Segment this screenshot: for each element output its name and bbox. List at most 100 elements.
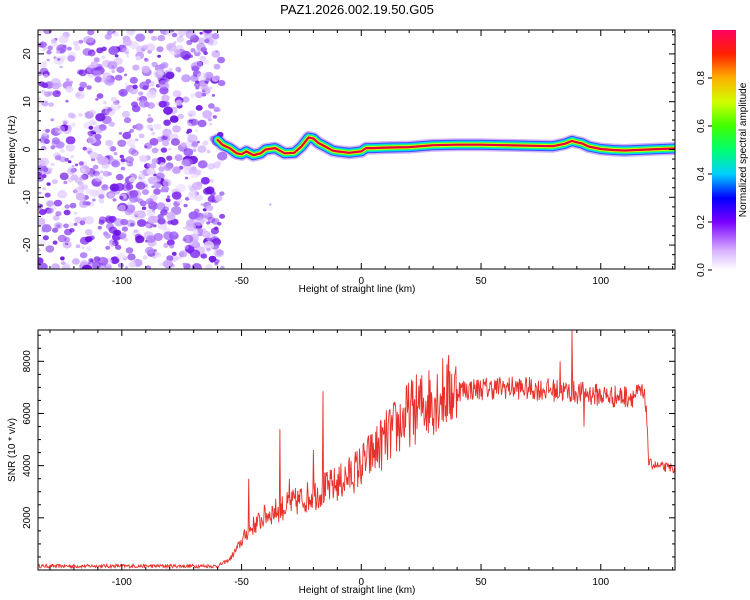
noise-blob: [88, 173, 95, 179]
noise-blob: [93, 131, 97, 135]
spectrogram-y-ticks: -20 -10 0 10 20: [22, 34, 675, 265]
noise-blob: [114, 183, 125, 191]
noise-blob: [86, 246, 92, 252]
noise-blob: [151, 35, 158, 41]
noise-blob: [141, 201, 146, 205]
noise-blob: [138, 176, 142, 180]
noise-blob: [44, 207, 52, 214]
noise-blob: [43, 167, 49, 172]
noise-blob: [195, 49, 200, 53]
y-tick-label: -10: [22, 190, 33, 205]
noise-blob: [138, 133, 145, 139]
noise-blob: [84, 228, 93, 236]
noise-blob: [197, 119, 207, 128]
noise-blob: [47, 207, 54, 214]
noise-blob: [145, 43, 156, 52]
noise-blob: [202, 110, 213, 119]
noise-blob: [64, 157, 69, 162]
noise-blob: [84, 35, 94, 43]
noise-blob: [65, 144, 75, 152]
noise-blob: [186, 131, 190, 134]
noise-blob: [161, 94, 170, 102]
noise-blob: [213, 226, 219, 231]
y-tick-label: 6000: [22, 402, 33, 425]
noise-blob: [214, 75, 221, 81]
noise-blob: [107, 61, 118, 70]
noise-blob: [39, 61, 48, 68]
noise-blob: [46, 182, 51, 186]
noise-blob: [137, 198, 144, 204]
noise-blob: [163, 164, 172, 171]
noise-blob: [102, 170, 110, 177]
noise-blob: [184, 245, 190, 250]
noise-blob: [158, 166, 165, 172]
noise-blob: [157, 217, 166, 225]
noise-blob: [98, 156, 109, 166]
noise-blob: [206, 150, 211, 154]
noise-blob: [121, 226, 128, 232]
noise-blob: [138, 91, 144, 96]
noise-blob: [44, 192, 51, 198]
noise-blob: [187, 110, 197, 118]
noise-blob: [124, 160, 128, 163]
noise-blob: [41, 48, 46, 52]
noise-blob: [208, 255, 217, 263]
noise-blob: [124, 208, 133, 216]
x-tick-label: 100: [592, 276, 609, 287]
noise-blob: [177, 113, 184, 119]
y-tick-label: 0: [22, 146, 33, 152]
noise-blob: [133, 229, 139, 234]
colorbar-tick-label: 0.2: [696, 215, 707, 229]
noise-blob: [192, 242, 196, 246]
noise-blob: [74, 186, 85, 195]
noise-blob: [171, 191, 182, 200]
noise-blob: [162, 128, 172, 137]
snr-frame: [37, 329, 676, 571]
noise-blob: [108, 192, 115, 198]
noise-blob: [171, 251, 177, 256]
noise-blob: [167, 220, 173, 225]
noise-blob: [168, 147, 172, 151]
noise-blob: [135, 235, 145, 244]
noise-blob: [125, 247, 134, 254]
noise-blob: [46, 200, 54, 207]
noise-blob: [67, 55, 76, 62]
noise-blob: [79, 252, 88, 259]
x-tick-label: 100: [592, 577, 609, 588]
noise-blob: [112, 198, 117, 202]
noise-blob: [120, 166, 126, 171]
noise-blob: [42, 187, 46, 191]
noise-blob: [146, 167, 156, 176]
noise-blob: [137, 173, 146, 181]
noise-blob: [163, 106, 173, 115]
noise-blob: [114, 229, 122, 236]
noise-blob: [181, 159, 190, 167]
noise-blob: [46, 209, 53, 214]
noise-blob: [73, 216, 82, 223]
noise-blob: [90, 61, 99, 68]
noise-blob: [64, 204, 70, 209]
noise-blob: [135, 181, 146, 190]
noise-blob: [114, 74, 123, 81]
noise-blob: [64, 262, 71, 268]
colorbar-tick-label: 0.4: [696, 167, 707, 181]
noise-blob: [50, 38, 57, 44]
noise-blob: [165, 30, 173, 36]
noise-blob: [81, 217, 87, 222]
noise-blob: [156, 172, 165, 180]
x-tick-label: 0: [359, 577, 365, 588]
y-tick-label: 2000: [22, 506, 33, 529]
noise-blob: [75, 91, 85, 100]
noise-blob: [72, 258, 80, 265]
noise-blob: [153, 233, 163, 241]
noise-blob: [96, 93, 104, 99]
noise-blob: [95, 113, 106, 122]
noise-blob: [217, 151, 228, 161]
noise-blob: [175, 66, 182, 72]
noise-blob: [126, 138, 136, 146]
noise-blob: [38, 191, 42, 195]
noise-blob: [141, 65, 151, 74]
noise-blob: [128, 130, 132, 134]
noise-blob: [185, 139, 195, 148]
